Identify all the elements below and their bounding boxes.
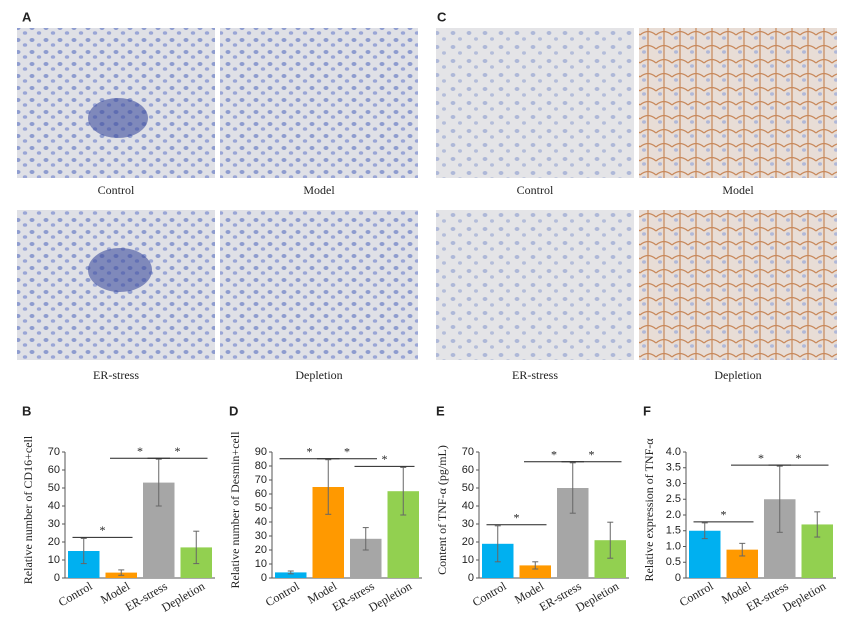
y-tick-label: 0 bbox=[261, 572, 267, 584]
panel-label: E bbox=[436, 403, 445, 418]
y-tick-label: 30 bbox=[462, 518, 474, 530]
x-tick-label: Depletion bbox=[159, 579, 207, 615]
y-tick-label: 70 bbox=[462, 446, 474, 458]
y-axis-label: Relative expression of TNF-α bbox=[642, 438, 656, 582]
x-tick-label: Control bbox=[470, 579, 509, 610]
x-tick-label: Control bbox=[56, 579, 95, 610]
significance-label: * bbox=[796, 451, 802, 465]
y-tick-label: 80 bbox=[255, 460, 267, 472]
bar bbox=[519, 565, 551, 578]
y-tick-label: 0 bbox=[675, 572, 681, 584]
x-tick-label: Depletion bbox=[366, 579, 414, 615]
y-tick-label: 90 bbox=[255, 446, 267, 458]
image-caption: Model bbox=[722, 183, 754, 197]
y-tick-label: 10 bbox=[255, 558, 267, 570]
significance-label: * bbox=[137, 444, 143, 458]
y-tick-label: 30 bbox=[48, 518, 60, 530]
image-caption: ER-stress bbox=[512, 368, 558, 382]
y-tick-label: 1.0 bbox=[666, 540, 681, 552]
y-tick-label: 40 bbox=[48, 500, 60, 512]
x-tick-label: Control bbox=[677, 579, 716, 610]
y-tick-label: 10 bbox=[462, 554, 474, 566]
significance-label: * bbox=[344, 444, 350, 458]
significance-label: * bbox=[758, 451, 764, 465]
y-tick-label: 40 bbox=[462, 500, 474, 512]
y-tick-label: 30 bbox=[255, 530, 267, 542]
y-tick-label: 20 bbox=[255, 544, 267, 556]
y-tick-label: 60 bbox=[48, 464, 60, 476]
significance-label: * bbox=[589, 448, 595, 462]
micrograph-feature bbox=[88, 248, 152, 292]
panel-label: F bbox=[643, 403, 651, 418]
panel-label: C bbox=[437, 9, 447, 24]
y-tick-label: 2.5 bbox=[666, 493, 681, 505]
y-tick-label: 20 bbox=[462, 536, 474, 548]
image-caption: Control bbox=[517, 183, 554, 197]
x-tick-label: Control bbox=[263, 579, 302, 610]
y-tick-label: 1.5 bbox=[666, 525, 681, 537]
panel-label: D bbox=[229, 403, 238, 418]
micrograph bbox=[436, 210, 634, 360]
y-tick-label: 0 bbox=[54, 572, 60, 584]
panel-label: B bbox=[22, 403, 31, 418]
bar bbox=[275, 572, 307, 578]
y-tick-label: 70 bbox=[48, 446, 60, 458]
y-tick-label: 50 bbox=[462, 482, 474, 494]
y-tick-label: 0 bbox=[468, 572, 474, 584]
y-axis-label: Relative number of Desmin+cell bbox=[228, 431, 242, 589]
y-tick-label: 50 bbox=[48, 482, 60, 494]
image-caption: Depletion bbox=[714, 368, 761, 382]
y-tick-label: 60 bbox=[462, 464, 474, 476]
y-tick-label: 60 bbox=[255, 488, 267, 500]
micrograph-feature bbox=[88, 98, 148, 138]
y-tick-label: 2.0 bbox=[666, 509, 681, 521]
image-caption: Control bbox=[98, 183, 135, 197]
y-tick-label: 70 bbox=[255, 474, 267, 486]
y-tick-label: 3.5 bbox=[666, 462, 681, 474]
significance-label: * bbox=[307, 444, 313, 458]
y-axis-label: Content of TNF-α (pg/mL) bbox=[435, 445, 449, 575]
y-tick-label: 3.0 bbox=[666, 477, 681, 489]
image-caption: Model bbox=[303, 183, 335, 197]
image-caption: Depletion bbox=[295, 368, 342, 382]
x-tick-label: Depletion bbox=[573, 579, 621, 615]
y-tick-label: 10 bbox=[48, 554, 60, 566]
micrograph bbox=[220, 210, 418, 360]
y-tick-label: 4.0 bbox=[666, 446, 681, 458]
significance-label: * bbox=[100, 523, 106, 537]
significance-label: * bbox=[514, 511, 520, 525]
micrograph bbox=[436, 28, 634, 178]
significance-label: * bbox=[721, 508, 727, 522]
panel-label: A bbox=[22, 9, 32, 24]
micrograph bbox=[639, 210, 837, 360]
y-axis-label: Relative number of CD16+cell bbox=[21, 435, 35, 584]
significance-label: * bbox=[551, 448, 557, 462]
x-tick-label: Depletion bbox=[780, 579, 828, 615]
y-tick-label: 0.5 bbox=[666, 556, 681, 568]
significance-label: * bbox=[382, 452, 388, 466]
image-caption: ER-stress bbox=[93, 368, 139, 382]
y-tick-label: 40 bbox=[255, 516, 267, 528]
y-tick-label: 50 bbox=[255, 502, 267, 514]
micrographs bbox=[17, 28, 837, 360]
significance-label: * bbox=[175, 444, 181, 458]
micrograph bbox=[639, 28, 837, 178]
micrograph bbox=[220, 28, 418, 178]
y-tick-label: 20 bbox=[48, 536, 60, 548]
